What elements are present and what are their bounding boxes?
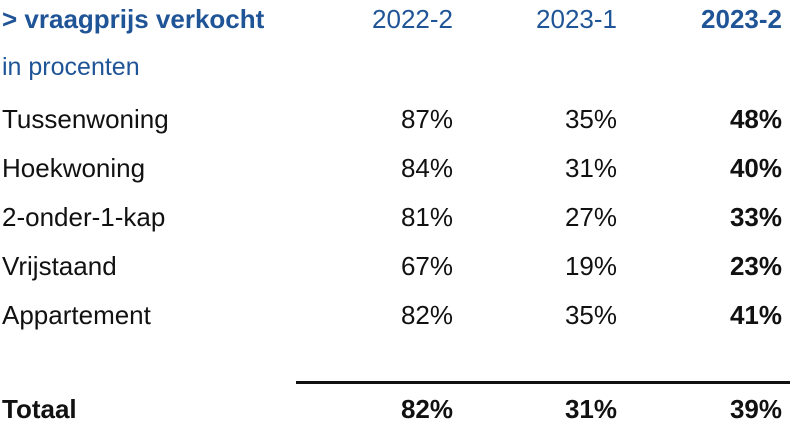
cell-vrijstaand-2022-2: 67% bbox=[400, 251, 453, 281]
cell-totaal-2022-2: 82% bbox=[400, 394, 453, 424]
cell-2-onder-1-kap-2022-2: 81% bbox=[400, 202, 453, 232]
cell-appartement-2023-2: 41% bbox=[729, 300, 782, 330]
cell-totaal-2023-2: 39% bbox=[729, 394, 782, 424]
cell-vrijstaand-2023-2: 23% bbox=[729, 251, 782, 281]
row-label-vrijstaand: Vrijstaand bbox=[2, 251, 117, 281]
cell-hoekwoning-2023-2: 40% bbox=[729, 153, 782, 183]
cell-appartement-2022-2: 82% bbox=[400, 300, 453, 330]
row-label-2-onder-1-kap: 2-onder-1-kap bbox=[2, 202, 166, 232]
cell-totaal-2023-1: 31% bbox=[564, 394, 617, 424]
cell-tussenwoning-2023-2: 48% bbox=[729, 104, 782, 134]
column-header-2023-1: 2023-1 bbox=[536, 4, 617, 34]
row-label-hoekwoning: Hoekwoning bbox=[2, 153, 146, 183]
table-subtitle: in procenten bbox=[2, 53, 140, 81]
cell-2-onder-1-kap-2023-1: 27% bbox=[564, 202, 617, 232]
row-label-totaal: Totaal bbox=[2, 394, 77, 424]
column-header-2022-2: 2022-2 bbox=[372, 4, 453, 34]
table-title: > vraagprijs verkocht bbox=[2, 4, 265, 34]
cell-appartement-2023-1: 35% bbox=[564, 300, 617, 330]
column-header-2023-2: 2023-2 bbox=[701, 4, 782, 34]
cell-2-onder-1-kap-2023-2: 33% bbox=[729, 202, 782, 232]
row-label-tussenwoning: Tussenwoning bbox=[2, 104, 169, 134]
cell-hoekwoning-2023-1: 31% bbox=[564, 153, 617, 183]
cell-vrijstaand-2023-1: 19% bbox=[564, 251, 617, 281]
cell-tussenwoning-2023-1: 35% bbox=[564, 104, 617, 134]
total-divider bbox=[296, 381, 790, 384]
cell-tussenwoning-2022-2: 87% bbox=[400, 104, 453, 134]
cell-hoekwoning-2022-2: 84% bbox=[400, 153, 453, 183]
row-label-appartement: Appartement bbox=[2, 300, 151, 330]
